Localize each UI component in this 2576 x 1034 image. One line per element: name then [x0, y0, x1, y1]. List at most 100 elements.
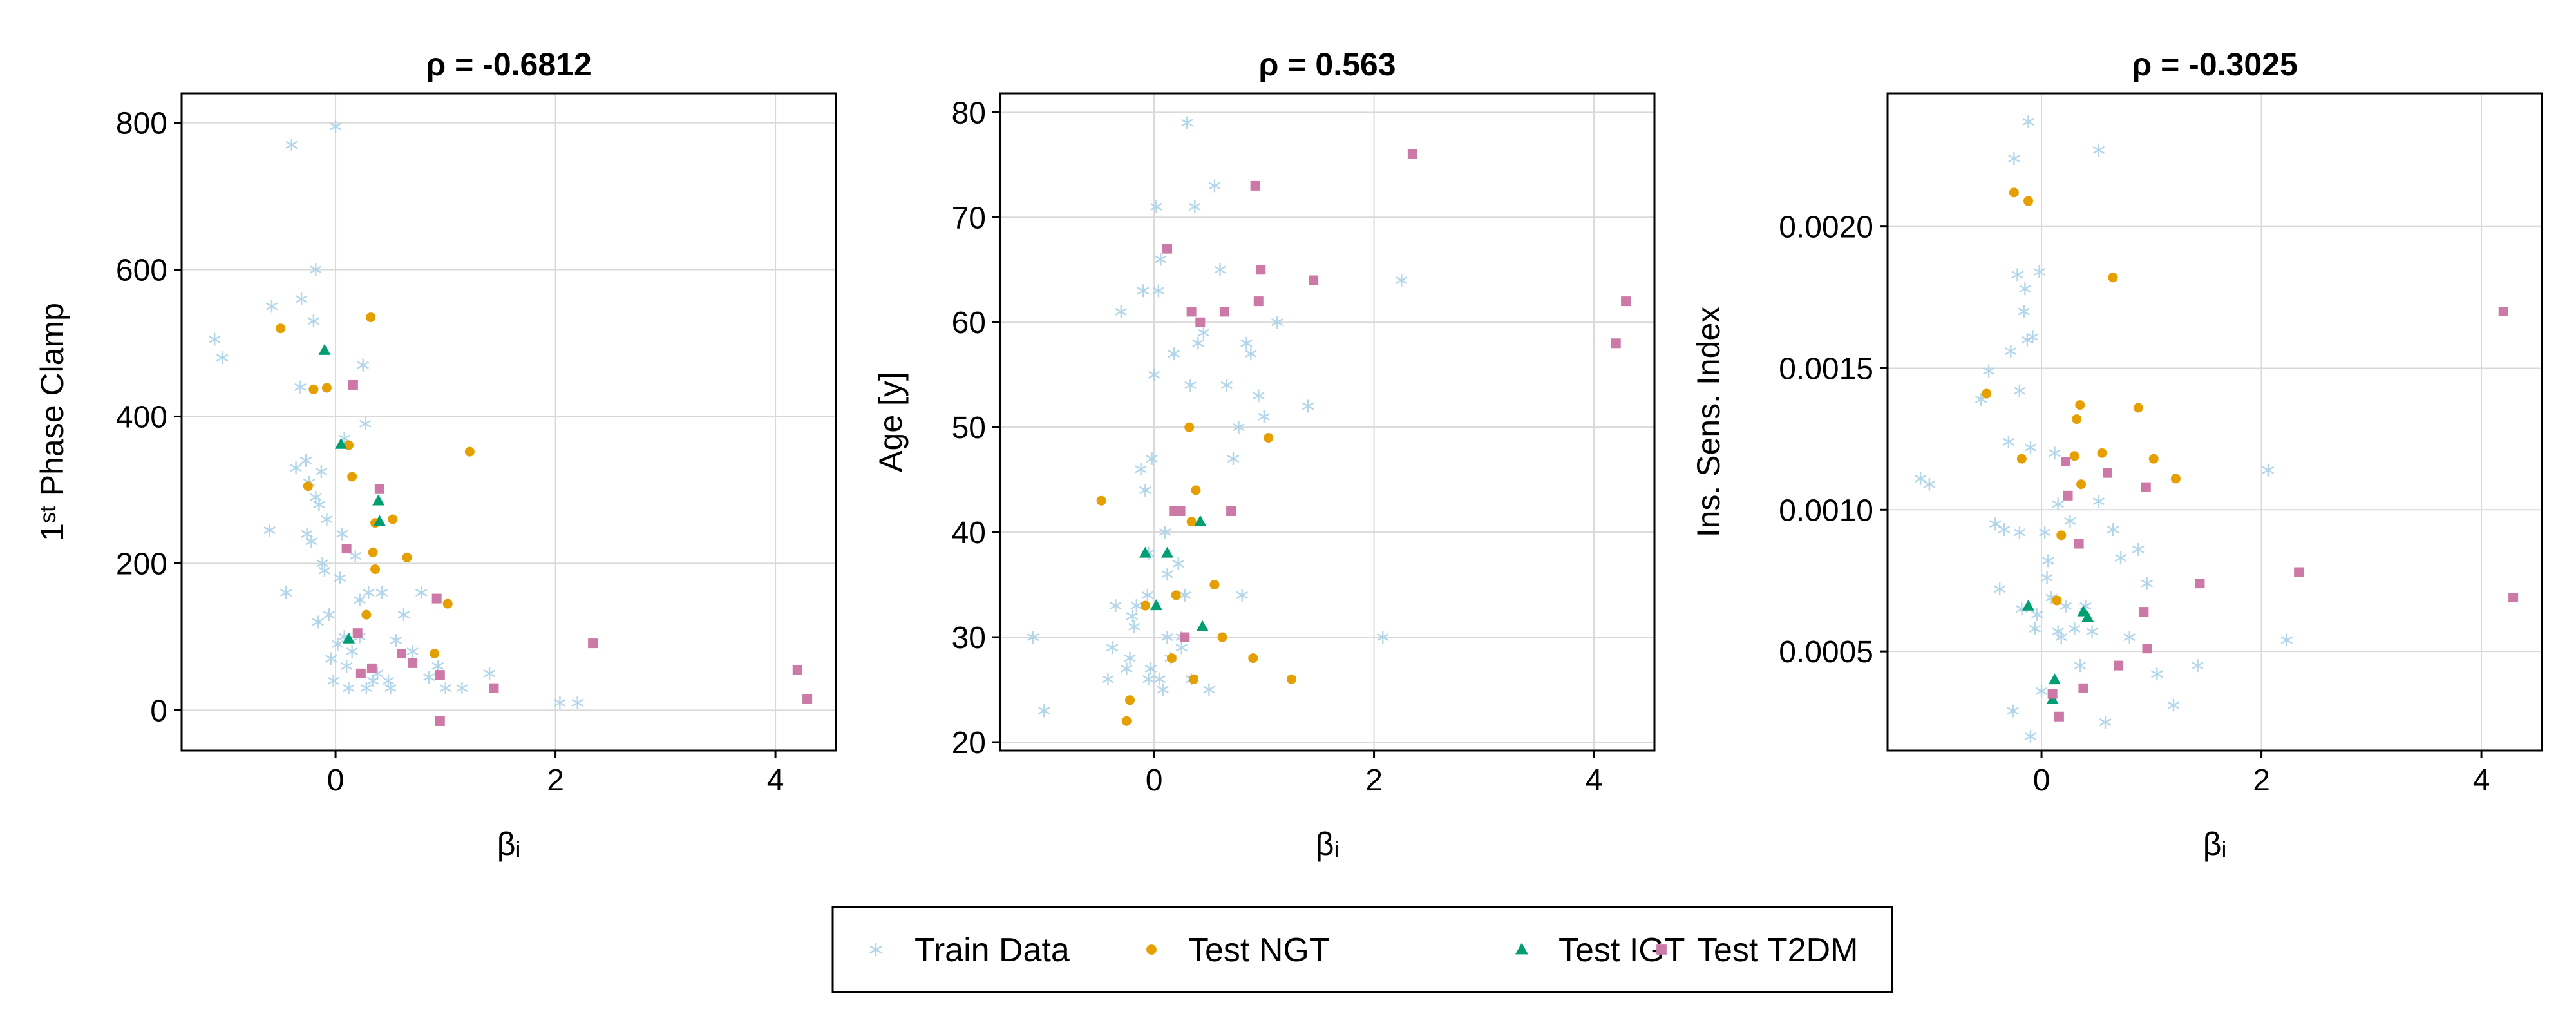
data-point: [360, 682, 373, 695]
legend-frame: [831, 906, 1893, 993]
data-point: [1110, 599, 1122, 613]
data-point: [1184, 378, 1197, 392]
data-point: [2508, 593, 2519, 603]
data-point: [2007, 704, 2019, 718]
data-point: [1102, 673, 1114, 686]
data-point: [2280, 633, 2293, 647]
data-point: [1914, 472, 1927, 485]
data-point: [2114, 551, 2127, 565]
x-axis-label: βᵢ: [497, 826, 521, 862]
data-point: [2142, 644, 2152, 654]
data-point: [2052, 595, 2062, 606]
x-tick-label: 2: [547, 763, 564, 798]
data-point: [2042, 554, 2054, 568]
data-point: [2192, 659, 2204, 673]
series-test-igt: [1139, 515, 1209, 631]
data-point: [1214, 263, 1226, 276]
data-point: [370, 564, 381, 575]
data-point: [1271, 316, 1283, 329]
y-tick-label: 200: [116, 547, 167, 581]
data-point: [321, 513, 333, 526]
data-point: [1395, 274, 1408, 287]
data-point: [1140, 600, 1150, 611]
data-point: [1144, 662, 1157, 675]
data-point: [295, 292, 308, 306]
data-point: [2074, 659, 2087, 673]
series-test-ngt: [1096, 422, 1297, 726]
data-point: [318, 564, 331, 577]
data-point: [352, 628, 363, 638]
circle-icon: [1146, 944, 1157, 955]
data-point: [1126, 609, 1139, 623]
y-axis-label: Age [y]: [873, 372, 909, 472]
data-point: [308, 384, 319, 394]
scatter-panel-3: 0 2 4 0.0005 0.0010 0.0015 0.0020 ρ = -0.3025 βᵢ…: [1690, 46, 2543, 862]
data-point: [1993, 582, 2006, 596]
data-point: [1240, 336, 1253, 350]
data-point: [456, 682, 468, 695]
y-tick-label: 0: [150, 694, 167, 728]
data-point: [1376, 631, 1389, 644]
data-point: [1621, 296, 1631, 307]
scatter-panel-2: 0 2 4 20 30 40 50 60 70 80 ρ = 0.563 βᵢ Age [y]: [873, 46, 1656, 862]
data-point: [1209, 580, 1220, 590]
data-point: [310, 490, 322, 504]
data-point: [1219, 307, 1229, 317]
data-point: [290, 461, 302, 475]
data-point: [343, 682, 355, 695]
data-point: [2047, 689, 2058, 699]
data-point: [1184, 422, 1195, 432]
data-point: [2019, 282, 2031, 296]
data-point: [2008, 152, 2020, 166]
data-point: [435, 670, 445, 680]
data-point: [1186, 307, 1197, 317]
data-point: [2141, 577, 2154, 590]
legend-entry: Train Data: [869, 932, 1070, 969]
data-point: [1161, 568, 1173, 581]
data-point: [2081, 611, 2094, 622]
legend-entry: Test T2DM: [1656, 932, 1858, 969]
data-point: [1038, 704, 1050, 718]
data-point: [792, 665, 802, 675]
data-point: [431, 593, 442, 604]
x-axis-label: βᵢ: [2203, 826, 2227, 862]
data-point: [1236, 588, 1248, 602]
data-point: [355, 668, 366, 678]
series-test-t2dm: [341, 379, 813, 726]
data-point: [384, 682, 397, 695]
data-point: [1175, 641, 1188, 655]
data-point: [406, 645, 419, 658]
data-point: [315, 464, 328, 478]
data-point: [2108, 273, 2118, 283]
data-point: [2052, 497, 2064, 511]
data-point: [2074, 539, 2084, 549]
legend-label: Train Data: [914, 932, 1070, 969]
data-point: [2064, 514, 2076, 528]
data-point: [415, 586, 428, 599]
data-point: [373, 515, 386, 526]
data-point: [335, 437, 348, 449]
x-tick-label: 0: [327, 763, 345, 798]
data-point: [1407, 149, 1417, 160]
x-tick-label: 2: [1365, 763, 1383, 798]
data-point: [2038, 526, 2051, 539]
data-point: [1226, 506, 1236, 516]
series-test-ngt: [276, 312, 475, 659]
data-point: [1166, 653, 1177, 664]
y-tick-label: 20: [952, 726, 986, 760]
data-point: [1196, 620, 1209, 631]
data-point: [1146, 452, 1158, 466]
series-test-t2dm: [2047, 307, 2519, 722]
x-tick-label: 0: [1146, 763, 1163, 798]
data-point: [2195, 579, 2205, 589]
data-point: [2033, 265, 2045, 278]
data-point: [2133, 403, 2143, 413]
data-point: [2069, 622, 2081, 635]
data-point: [439, 682, 452, 695]
data-point: [347, 472, 357, 482]
data-point: [325, 652, 337, 665]
data-point: [1161, 546, 1174, 558]
data-point: [1989, 517, 2002, 531]
